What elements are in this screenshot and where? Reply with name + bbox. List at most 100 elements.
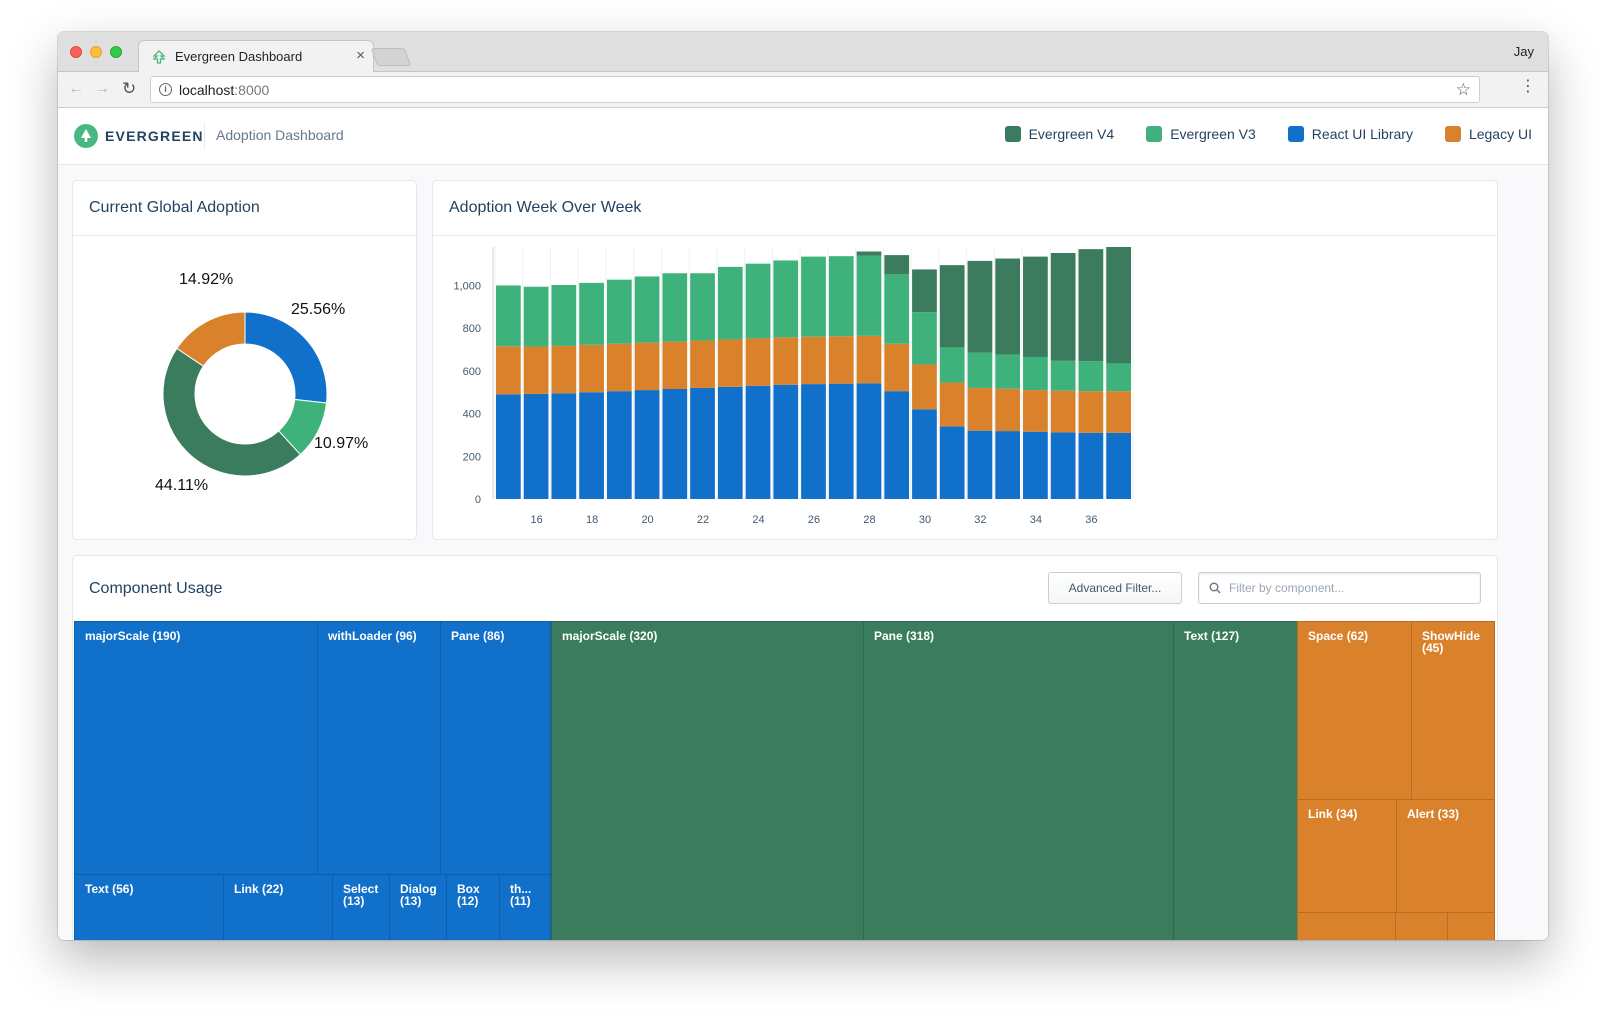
bar-segment-evergreen-v3[interactable] bbox=[1078, 361, 1104, 392]
bar-segment-legacy-ui[interactable] bbox=[523, 346, 549, 394]
url-text[interactable]: localhost:8000 bbox=[179, 82, 269, 98]
address-bar[interactable]: i localhost:8000 ☆ bbox=[150, 76, 1480, 103]
treemap-cell[interactable]: Pane (318) bbox=[863, 621, 1174, 940]
bar-segment-legacy-ui[interactable] bbox=[579, 344, 604, 393]
treemap-cell[interactable]: Link (34) bbox=[1297, 799, 1397, 913]
treemap-cell[interactable] bbox=[1447, 912, 1495, 940]
bar-segment-legacy-ui[interactable] bbox=[884, 343, 910, 392]
bar-segment-react-ui-library[interactable] bbox=[884, 391, 910, 499]
bar-segment-evergreen-v3[interactable] bbox=[1050, 360, 1076, 391]
bar-segment-react-ui-library[interactable] bbox=[523, 393, 549, 499]
bar-segment-react-ui-library[interactable] bbox=[662, 389, 688, 499]
bar-segment-legacy-ui[interactable] bbox=[828, 336, 854, 384]
bar-segment-legacy-ui[interactable] bbox=[912, 364, 937, 410]
bar-segment-legacy-ui[interactable] bbox=[634, 342, 660, 391]
bar-segment-legacy-ui[interactable] bbox=[717, 339, 743, 387]
bar-segment-react-ui-library[interactable] bbox=[496, 394, 521, 499]
reload-icon[interactable]: ↻ bbox=[122, 79, 137, 98]
treemap-cell[interactable]: Select (13) bbox=[332, 874, 390, 940]
bar-segment-legacy-ui[interactable] bbox=[1050, 390, 1076, 433]
bar-segment-legacy-ui[interactable] bbox=[939, 382, 965, 427]
bar-segment-react-ui-library[interactable] bbox=[967, 430, 993, 499]
treemap-cell[interactable]: Text (56) bbox=[74, 874, 224, 940]
bar-segment-legacy-ui[interactable] bbox=[606, 343, 632, 392]
bar-segment-react-ui-library[interactable] bbox=[717, 386, 743, 499]
bar-segment-evergreen-v3[interactable] bbox=[579, 282, 604, 345]
bar-segment-react-ui-library[interactable] bbox=[1106, 432, 1131, 499]
treemap-cell[interactable]: majorScale (190) bbox=[74, 621, 318, 875]
bar-segment-react-ui-library[interactable] bbox=[912, 409, 937, 499]
kebab-menu-icon[interactable]: ⋮ bbox=[1520, 78, 1536, 95]
bar-segment-evergreen-v4[interactable] bbox=[912, 269, 937, 313]
donut-slice-react-ui-library[interactable] bbox=[244, 311, 328, 404]
component-filter-input[interactable] bbox=[1229, 573, 1474, 603]
bar-segment-legacy-ui[interactable] bbox=[1023, 390, 1048, 432]
bar-segment-evergreen-v3[interactable] bbox=[856, 255, 882, 336]
treemap-cell[interactable]: Link (22) bbox=[223, 874, 333, 940]
bar-segment-evergreen-v3[interactable] bbox=[967, 352, 993, 388]
treemap-cell[interactable]: Space (62) bbox=[1297, 621, 1412, 800]
bar-segment-react-ui-library[interactable] bbox=[856, 383, 882, 499]
treemap-cell[interactable]: Alert (33) bbox=[1396, 799, 1495, 913]
forward-arrow-icon[interactable]: → bbox=[94, 80, 110, 97]
new-tab-button[interactable] bbox=[370, 48, 412, 66]
treemap-cell[interactable]: withLoader (96) bbox=[317, 621, 441, 875]
bar-segment-evergreen-v3[interactable] bbox=[828, 256, 854, 337]
bar-segment-legacy-ui[interactable] bbox=[496, 346, 521, 395]
bar-segment-react-ui-library[interactable] bbox=[1050, 432, 1076, 499]
bar-segment-react-ui-library[interactable] bbox=[939, 426, 965, 499]
bar-segment-evergreen-v3[interactable] bbox=[995, 354, 1021, 389]
bar-segment-react-ui-library[interactable] bbox=[745, 385, 771, 499]
treemap-cell[interactable]: Text (127) bbox=[1173, 621, 1298, 940]
bar-segment-evergreen-v3[interactable] bbox=[690, 273, 715, 341]
info-icon[interactable]: i bbox=[159, 83, 172, 96]
bar-segment-evergreen-v3[interactable] bbox=[801, 256, 826, 337]
bar-segment-react-ui-library[interactable] bbox=[773, 384, 799, 499]
minimize-window-button[interactable] bbox=[90, 46, 102, 58]
bar-segment-legacy-ui[interactable] bbox=[690, 340, 715, 388]
bar-segment-evergreen-v4[interactable] bbox=[856, 251, 882, 256]
bar-segment-evergreen-v3[interactable] bbox=[717, 266, 743, 340]
bar-segment-evergreen-v4[interactable] bbox=[1050, 252, 1076, 361]
bar-segment-evergreen-v3[interactable] bbox=[606, 279, 632, 344]
bar-segment-evergreen-v4[interactable] bbox=[995, 258, 1021, 355]
bar-segment-react-ui-library[interactable] bbox=[634, 390, 660, 499]
treemap-cell[interactable]: th... (11) bbox=[499, 874, 551, 940]
bar-segment-legacy-ui[interactable] bbox=[773, 337, 799, 385]
treemap-cell[interactable] bbox=[1395, 912, 1448, 940]
bar-segment-legacy-ui[interactable] bbox=[1106, 391, 1131, 433]
treemap-cell[interactable]: ShowHide (45) bbox=[1411, 621, 1495, 800]
bar-segment-evergreen-v3[interactable] bbox=[523, 286, 549, 347]
donut-slice-evergreen-v4[interactable] bbox=[162, 347, 301, 477]
browser-tab[interactable]: Evergreen Dashboard × bbox=[138, 40, 374, 72]
bar-segment-evergreen-v3[interactable] bbox=[551, 285, 577, 346]
bar-segment-react-ui-library[interactable] bbox=[551, 393, 577, 499]
bar-segment-legacy-ui[interactable] bbox=[1078, 391, 1104, 433]
bar-segment-legacy-ui[interactable] bbox=[662, 341, 688, 390]
back-arrow-icon[interactable]: ← bbox=[68, 80, 84, 97]
bar-segment-evergreen-v4[interactable] bbox=[939, 265, 965, 348]
bar-segment-evergreen-v3[interactable] bbox=[1106, 363, 1131, 392]
tab-close-icon[interactable]: × bbox=[356, 47, 365, 64]
star-icon[interactable]: ☆ bbox=[1455, 80, 1471, 99]
treemap-cell[interactable] bbox=[1297, 912, 1396, 940]
profile-name[interactable]: Jay bbox=[1513, 44, 1534, 59]
donut-slice-legacy-ui[interactable] bbox=[176, 311, 246, 367]
bar-segment-evergreen-v4[interactable] bbox=[1106, 247, 1131, 364]
bar-segment-evergreen-v3[interactable] bbox=[912, 312, 937, 365]
bar-segment-react-ui-library[interactable] bbox=[801, 384, 826, 499]
bar-segment-react-ui-library[interactable] bbox=[690, 387, 715, 499]
bar-segment-legacy-ui[interactable] bbox=[551, 345, 577, 394]
advanced-filter-button[interactable]: Advanced Filter... bbox=[1048, 572, 1182, 604]
treemap-cell[interactable]: majorScale (320) bbox=[551, 621, 864, 940]
maximize-window-button[interactable] bbox=[110, 46, 122, 58]
bar-segment-evergreen-v3[interactable] bbox=[773, 260, 799, 338]
bar-segment-evergreen-v4[interactable] bbox=[1078, 249, 1104, 362]
bar-segment-react-ui-library[interactable] bbox=[1023, 431, 1048, 499]
bar-segment-react-ui-library[interactable] bbox=[1078, 432, 1104, 499]
bar-segment-evergreen-v3[interactable] bbox=[662, 273, 688, 342]
bar-segment-evergreen-v4[interactable] bbox=[884, 255, 910, 275]
bar-segment-legacy-ui[interactable] bbox=[856, 335, 882, 384]
bar-segment-evergreen-v3[interactable] bbox=[939, 347, 965, 383]
close-window-button[interactable] bbox=[70, 46, 82, 58]
